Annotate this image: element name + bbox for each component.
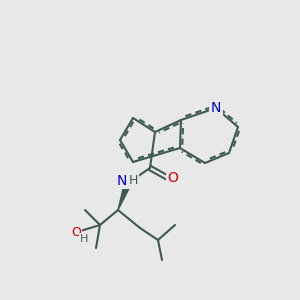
Text: O: O: [71, 226, 81, 238]
Polygon shape: [118, 182, 131, 210]
Text: H: H: [128, 175, 138, 188]
Text: O: O: [168, 171, 178, 185]
Text: N: N: [211, 101, 221, 115]
Text: N: N: [117, 174, 127, 188]
Text: H: H: [80, 234, 88, 244]
